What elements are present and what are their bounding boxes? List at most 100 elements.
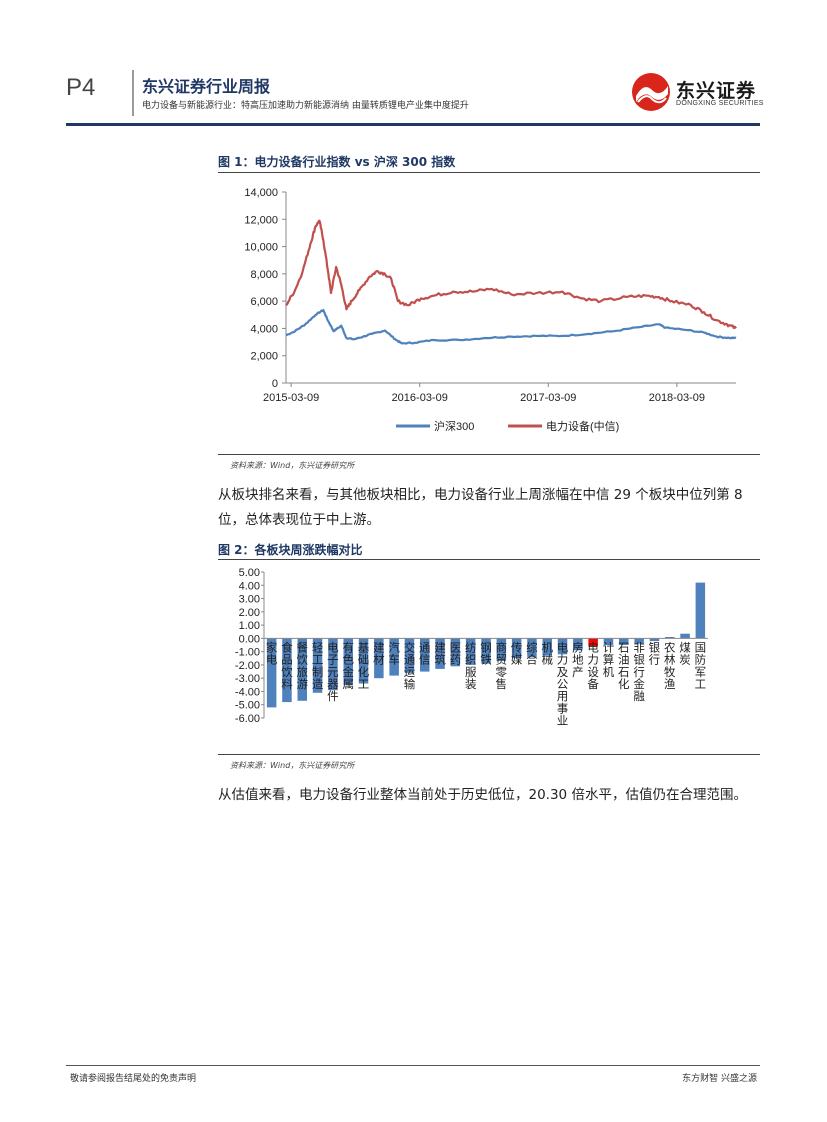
y-tick-label: -6.00 <box>235 713 260 725</box>
page-number: P4 <box>66 74 96 101</box>
series-line-hs300 <box>285 308 737 345</box>
bar-18 <box>527 638 537 657</box>
y-tick-label: 12,000 <box>244 214 278 226</box>
bar-2 <box>282 638 292 703</box>
category-label: 传媒 <box>511 640 523 666</box>
line-chart: 0 2,000 4,000 6,000 8,000 10,000 12,000 14,000 2… <box>244 187 737 433</box>
x-tick-label: 2016-03-09 <box>392 392 448 404</box>
footer-disclaimer: 敬请参阅报告结尾处的免责声明 <box>70 1074 197 1084</box>
figure1-top-rule <box>218 172 760 173</box>
x-tick-label: 2017-03-09 <box>520 392 576 404</box>
y-tick-label: 0 <box>272 378 278 390</box>
bar-8 <box>374 638 384 679</box>
bar-22 <box>588 638 598 647</box>
bar-4 <box>312 638 323 693</box>
category-label: 有色金属 <box>342 640 354 691</box>
category-label: 煤炭 <box>679 640 691 666</box>
series-line-power-equipment <box>285 219 737 330</box>
figure2-top-rule <box>218 559 760 560</box>
bar-19 <box>542 638 552 656</box>
category-label: 食品饮料 <box>281 640 293 691</box>
header-rule <box>66 123 760 126</box>
y-tick-label: 0.00 <box>239 633 260 645</box>
bar-chart: 5.004.003.002.001.000.00-1.00-2.00-3.00-… <box>235 567 708 728</box>
category-label: 交通运输 <box>404 640 416 691</box>
x-tick-label: 2018-03-09 <box>649 392 705 404</box>
y-tick-label: 1.00 <box>239 620 260 632</box>
category-label: 农林牧渔 <box>664 640 676 691</box>
figure2-bottom-rule <box>218 754 760 755</box>
paragraph-ranking: 从板块排名来看，与其他板块相比，电力设备行业上周涨幅在中信 29 个板块中位列第… <box>218 487 743 528</box>
category-label: 电子元器件 <box>327 640 339 703</box>
company-logo <box>630 72 674 112</box>
figure1-source: 资料来源：Wind，东兴证券研究所 <box>230 461 355 470</box>
footer-rule <box>66 1065 760 1066</box>
bar-5 <box>328 638 338 691</box>
y-tick-label: 5.00 <box>239 567 260 579</box>
category-label: 电力设备 <box>587 640 599 691</box>
bar-16 <box>496 638 507 661</box>
category-label: 轻工制造 <box>312 640 324 691</box>
bar-9 <box>389 638 399 676</box>
y-tick-label: -2.00 <box>235 660 260 672</box>
bar-28 <box>680 633 690 639</box>
bar-29 <box>695 582 706 639</box>
category-label: 钢铁 <box>480 640 492 666</box>
bar-6 <box>343 638 353 685</box>
category-label: 纺织服装 <box>465 640 477 691</box>
bar-25 <box>634 638 644 644</box>
bar-27 <box>665 637 675 639</box>
bar-24 <box>619 638 629 645</box>
bar-1 <box>266 638 277 708</box>
paragraph-valuation: 从估值来看，电力设备行业整体当前处于历史低位，20.30 倍水平，估值仍在合理范… <box>218 787 747 803</box>
category-label: 医药 <box>450 640 462 666</box>
report-title: 东兴证券行业周报 <box>142 77 271 96</box>
category-label: 家电 <box>266 640 278 666</box>
logo-mark-icon <box>632 73 670 111</box>
bar-10 <box>404 638 415 673</box>
y-tick-label: 4,000 <box>250 323 278 335</box>
bar-17 <box>511 638 522 659</box>
category-label: 银行 <box>649 640 661 666</box>
y-tick-label: 2.00 <box>239 607 260 619</box>
category-label: 计算机 <box>603 640 615 678</box>
y-tick-label: -4.00 <box>235 686 260 698</box>
bar-14 <box>465 638 476 665</box>
legend-label-hs300: 沪深300 <box>434 419 474 433</box>
footer-slogan: 东方财智 兴盛之源 <box>682 1074 757 1084</box>
header-divider <box>132 70 134 116</box>
bar-12 <box>435 638 445 669</box>
y-tick-label: 10,000 <box>244 242 278 254</box>
bar-21 <box>573 638 583 651</box>
category-label: 餐饮旅游 <box>297 640 309 691</box>
bar-20 <box>557 638 568 655</box>
figure2-title: 图 2：各板块周涨跌幅对比 <box>218 543 363 557</box>
category-label: 房地产 <box>572 640 584 678</box>
category-label: 非银行金融 <box>633 640 645 703</box>
category-label: 汽车 <box>388 640 400 666</box>
bar-3 <box>297 638 307 701</box>
y-tick-label: 2,000 <box>250 351 278 363</box>
y-tick-label: -1.00 <box>235 647 260 659</box>
category-label: 通信 <box>419 640 431 666</box>
category-label: 电力及公用事业 <box>557 640 569 727</box>
y-tick-label: 3.00 <box>239 594 260 606</box>
category-label: 基础化工 <box>358 640 370 691</box>
y-tick-label: 4.00 <box>239 580 260 592</box>
category-label: 建材 <box>373 640 385 666</box>
category-label: 国防军工 <box>695 640 707 691</box>
logo-text-en: DONGXING SECURITIES <box>676 100 764 107</box>
category-label: 商贸零售 <box>496 640 508 691</box>
figure1-title: 图 1：电力设备行业指数 vs 沪深 300 指数 <box>218 155 456 169</box>
category-label: 石油石化 <box>618 640 630 691</box>
y-tick-label: -5.00 <box>235 700 260 712</box>
y-tick-label: 6,000 <box>250 296 278 308</box>
y-tick-label: -3.00 <box>235 673 260 685</box>
x-tick-label: 2015-03-09 <box>263 392 319 404</box>
bar-26 <box>649 638 660 642</box>
report-subtitle: 电力设备与新能源行业：特高压加速助力新能源消纳 由量转质锂电产业集中度提升 <box>142 101 469 111</box>
legend-label-power-equipment: 电力设备(中信) <box>546 419 619 433</box>
y-tick-label: 14,000 <box>244 187 278 199</box>
logo-text-cn: 东兴证券 <box>676 80 757 102</box>
category-label: 机械 <box>541 640 553 666</box>
